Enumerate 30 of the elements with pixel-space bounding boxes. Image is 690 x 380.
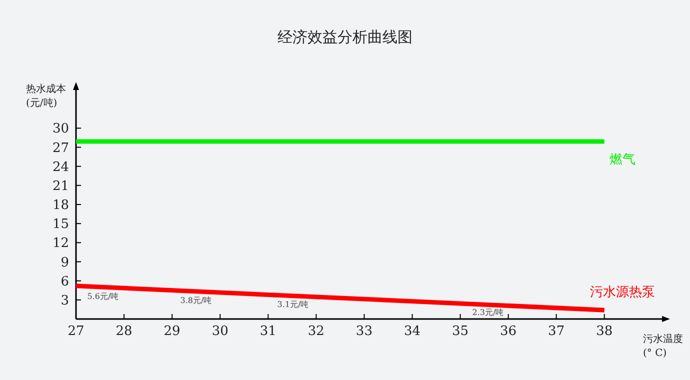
y-tick-label: 18 — [52, 198, 69, 213]
y-tick-label: 21 — [52, 178, 69, 194]
x-tick-label: 31 — [260, 324, 276, 339]
x-tick-label: 37 — [548, 324, 565, 339]
y-tick-label: 6 — [60, 274, 69, 290]
annotation: 3.1元/吨 — [277, 300, 309, 309]
x-tick-label: 38 — [596, 324, 613, 339]
x-tick-label: 35 — [452, 324, 469, 339]
y-tick-label: 12 — [52, 236, 69, 252]
x-tick-label: 29 — [164, 324, 180, 339]
y-axis-title: 热水成本 (元/吨) — [26, 83, 66, 109]
series-label: 燃气 — [609, 152, 636, 167]
x-tick-label: 32 — [308, 324, 324, 339]
chart-title: 经济效益分析曲线图 — [278, 29, 412, 46]
y-tick-label: 30 — [52, 122, 69, 137]
y-tick-label: 27 — [52, 140, 69, 156]
y-tick-label: 9 — [60, 255, 69, 270]
y-tick-label: 3 — [60, 293, 69, 308]
x-axis-title: 污水温度 (° C) — [643, 333, 683, 359]
annotation: 3.8元/吨 — [180, 296, 212, 305]
x-tick-label: 34 — [404, 324, 421, 339]
annotation: 2.3元/吨 — [472, 308, 504, 317]
x-tick-label: 28 — [116, 324, 132, 339]
annotation: 5.6元/吨 — [87, 292, 119, 301]
x-tick-label: 33 — [356, 324, 372, 339]
y-tick-label: 24 — [52, 160, 69, 175]
series-label: 污水源热泵 — [590, 284, 655, 300]
x-tick-label: 30 — [212, 324, 228, 339]
y-tick-label: 15 — [52, 217, 69, 232]
x-tick-label: 36 — [500, 324, 517, 339]
